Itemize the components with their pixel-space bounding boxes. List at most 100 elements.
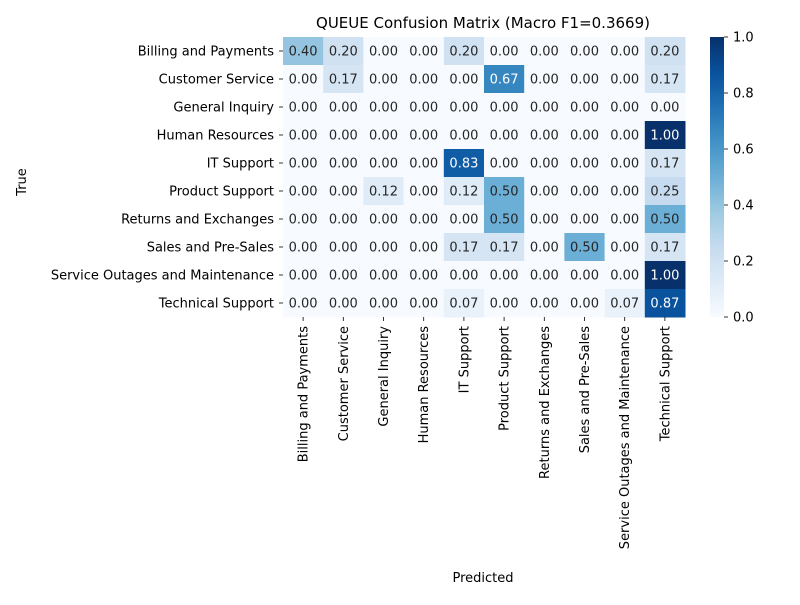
cell-value-label: 0.00 [369,45,398,60]
x-tick-label: Product Support [498,326,513,431]
heatmap-cell [484,93,525,122]
cell-value-label: 0.00 [530,101,559,116]
cell-value-label: 0.50 [650,213,679,228]
colorbar: 0.0 0.2 0.4 0.6 0.8 1.0 [710,31,754,326]
cell-value-label: 0.00 [409,241,438,256]
heatmap-cell [403,205,445,234]
heatmap-cell [484,37,525,66]
cell-value-label: 0.00 [369,101,398,116]
heatmap-cell [604,93,646,122]
cell-value-label: 0.00 [490,129,519,144]
heatmap-cell [283,233,324,262]
heatmap-cell [644,261,686,290]
heatmap-cell [363,149,405,178]
heatmap-cell [564,289,606,318]
heatmap-cell [564,121,606,150]
x-tick-label: Billing and Payments [297,326,312,462]
cell-value-label: 0.00 [490,297,519,312]
cell-value-label: 0.00 [449,129,478,144]
cell-value-label: 0.00 [570,185,599,200]
cell-value-label: 0.17 [650,241,679,256]
cell-value-label: 0.00 [329,101,358,116]
cell-value-label: 0.40 [289,45,318,60]
cell-value-label: 0.00 [650,101,679,116]
y-axis: Billing and Payments Customer Service Gene… [51,45,283,312]
heatmap-cell [604,65,646,94]
y-tick-label: Customer Service [159,73,274,88]
colorbar-gradient [710,37,724,317]
cell-value-label: 0.07 [610,297,639,312]
x-tick-label: Customer Service [337,326,352,441]
heatmap-cell [363,65,405,94]
cell-value-label: 0.00 [449,101,478,116]
cell-value-label: 0.67 [490,73,519,88]
cell-value-label: 0.00 [369,297,398,312]
heatmap-cell [403,177,445,206]
heatmap-cell [644,233,686,262]
heatmap-cell [443,261,485,290]
chart-title: QUEUE Confusion Matrix (Macro F1=0.3669) [316,14,650,32]
cell-value-label: 0.20 [329,45,358,60]
heatmap-cell [363,93,405,122]
heatmap-cell [484,289,525,318]
cell-value-label: 0.00 [490,269,519,284]
heatmap-cell [604,233,646,262]
cell-value-label: 1.00 [650,269,679,284]
cell-value-label: 0.00 [610,241,639,256]
cell-value-label: 0.00 [610,269,639,284]
heatmap-cell [443,233,485,262]
heatmap-cell [484,65,525,94]
cell-value-label: 0.17 [490,241,519,256]
cell-value-label: 0.00 [409,45,438,60]
heatmap-cell [524,261,565,290]
heatmap-cell [283,289,324,318]
x-tick-label: Technical Support [658,326,673,442]
cell-value-label: 0.00 [570,45,599,60]
heatmap-cell [604,121,646,150]
cell-value-label: 0.00 [570,101,599,116]
heatmap-cell [604,261,646,290]
heatmap-cells [283,37,686,318]
cell-value-label: 0.00 [530,73,559,88]
heatmap-cell [604,37,646,66]
cell-value-label: 0.00 [570,269,599,284]
cell-value-label: 0.00 [610,129,639,144]
heatmap-cell [484,233,525,262]
cell-value-label: 0.00 [369,157,398,172]
heatmap-cell [363,121,405,150]
cell-value-label: 0.50 [490,185,519,200]
heatmap-cell [403,233,445,262]
heatmap-cell [644,93,686,122]
heatmap-cell [644,289,686,318]
heatmap-cell [443,177,485,206]
cell-value-label: 0.00 [289,213,318,228]
x-tick-label: Returns and Exchanges [538,326,553,479]
cell-value-label: 0.00 [329,213,358,228]
cell-value-label: 0.87 [650,297,679,312]
heatmap-cell [604,177,646,206]
y-tick-label: Sales and Pre-Sales [147,241,275,256]
heatmap-cell [443,205,485,234]
heatmap-cell [524,37,565,66]
heatmap-cell [524,93,565,122]
heatmap-cell [564,65,606,94]
heatmap-cell [323,261,364,290]
cell-value-label: 0.00 [289,157,318,172]
heatmap-cell [283,205,324,234]
heatmap-cell [443,149,485,178]
colorbar-tick-label: 0.8 [733,87,754,102]
heatmap-cell [484,205,525,234]
cell-value-label: 0.00 [329,297,358,312]
heatmap-cell [403,149,445,178]
heatmap-cell [524,289,565,318]
cell-value-label: 0.17 [650,73,679,88]
heatmap-cell [564,261,606,290]
heatmap-cell [524,233,565,262]
heatmap-cell [403,289,445,318]
cell-value-label: 0.00 [570,297,599,312]
colorbar-ticks: 0.0 0.2 0.4 0.6 0.8 1.0 [724,31,754,326]
cell-value-label: 0.50 [570,241,599,256]
cell-value-label: 0.00 [289,269,318,284]
cell-value-label: 0.00 [490,45,519,60]
